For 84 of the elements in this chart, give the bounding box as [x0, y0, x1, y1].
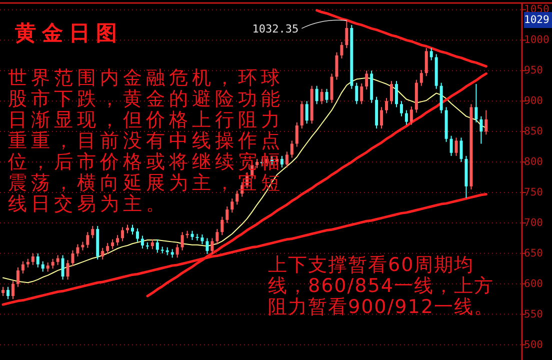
candlestick: [41, 260, 44, 272]
candlestick: [345, 20, 348, 49]
candlestick: [360, 82, 364, 105]
candlestick: [106, 242, 110, 254]
text: 黄金日图: [14, 21, 123, 45]
candlestick: [394, 80, 398, 108]
y-tick-label: 650: [524, 247, 543, 260]
candlestick: [226, 206, 229, 224]
candlestick: [206, 238, 209, 254]
candlestick: [230, 198, 234, 214]
candlestick: [335, 52, 338, 80]
candlestick: [36, 252, 40, 268]
candlestick: [320, 88, 324, 105]
candlestick: [410, 106, 413, 126]
candlestick: [61, 254, 64, 280]
candlestick: [424, 48, 428, 77]
candlestick: [210, 238, 214, 254]
candlestick: [91, 225, 94, 239]
annotation: 1032.35: [252, 22, 299, 36]
annotation: 上下支撑暂看60周期均线，860/854一线，上方阻力暂看900/912一线。: [268, 254, 495, 318]
candlestick: [116, 234, 120, 246]
y-tick-label: 1000: [524, 34, 550, 46]
candlestick: [200, 234, 204, 245]
candlestick: [150, 238, 154, 250]
candlestick: [340, 41, 344, 59]
candlestick: [236, 190, 239, 206]
candlestick: [480, 116, 483, 144]
candlestick: [6, 286, 10, 300]
candlestick: [290, 140, 294, 158]
candlestick: [355, 82, 358, 105]
candlestick: [190, 230, 194, 240]
candlestick: [180, 232, 184, 251]
candlestick: [420, 70, 423, 86]
candlestick: [300, 100, 304, 129]
y-tick-label: 850: [524, 126, 543, 138]
candlestick: [460, 137, 463, 163]
candlestick: [285, 151, 288, 168]
y-tick-label: 900: [524, 95, 543, 108]
candlestick: [101, 247, 104, 260]
candlestick: [256, 158, 259, 169]
candlestick: [131, 224, 134, 235]
candlestick: [31, 252, 34, 266]
candlestick: [380, 106, 384, 129]
y-tick-label: 700: [524, 216, 543, 229]
candlestick: [66, 260, 70, 280]
candlestick: [111, 238, 114, 250]
candlestick: [121, 226, 124, 242]
candlestick: [1, 286, 4, 297]
candlestick: [86, 232, 90, 248]
candlestick: [216, 228, 219, 245]
candlestick: [305, 100, 308, 124]
candlestick: [315, 85, 318, 105]
candlestick: [21, 260, 24, 274]
candlestick: [430, 48, 433, 61]
y-tick-label: 750: [524, 186, 543, 198]
candlestick: [176, 244, 179, 258]
candlestick: [71, 250, 74, 267]
candlestick: [330, 73, 334, 104]
candlestick: [136, 228, 139, 242]
candlestick: [390, 80, 393, 105]
candlestick: [56, 254, 60, 266]
candlestick: [46, 262, 50, 272]
candlestick: [474, 84, 478, 123]
line-series: [316, 9, 488, 68]
y-tick-label: 550: [524, 308, 543, 320]
candlestick: [156, 238, 159, 254]
candlestick: [295, 122, 298, 148]
candlestick: [140, 235, 144, 250]
y-tick-label: 600: [524, 278, 543, 290]
candlestick: [220, 216, 224, 236]
candlestick: [16, 266, 20, 288]
candlestick: [385, 98, 388, 114]
candlestick: [365, 70, 368, 90]
y-tick-label: 800: [524, 156, 543, 168]
candlestick: [404, 110, 408, 126]
candlestick: [484, 110, 488, 136]
candlestick: [400, 100, 403, 117]
y-tick-label: 500: [524, 338, 543, 351]
candlestick: [51, 258, 54, 270]
candlestick: [11, 280, 14, 300]
y-tick-label: 950: [524, 64, 543, 77]
candlestick: [450, 135, 453, 156]
candlestick: [76, 244, 80, 257]
text: 1029: [524, 14, 550, 26]
